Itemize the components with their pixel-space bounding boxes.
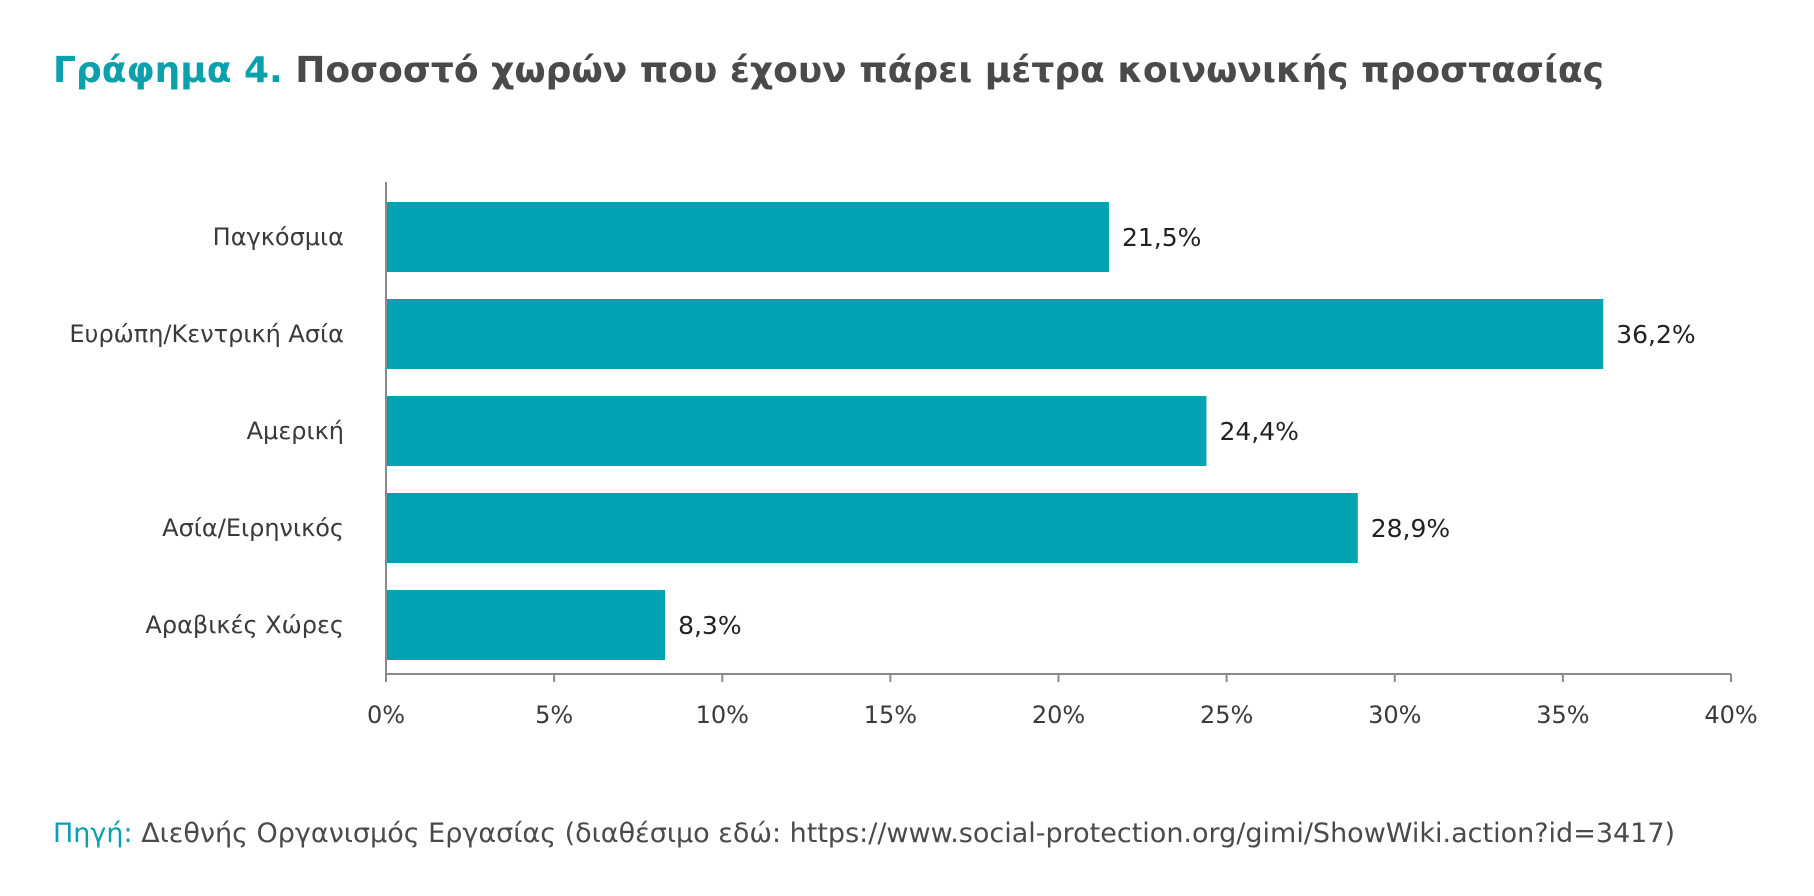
chart-title: Γράφημα 4. Ποσοστό χωρών που έχουν πάρει… xyxy=(53,50,1604,91)
x-tick-label-4: 20% xyxy=(1032,701,1085,729)
x-axis-group: 0% 5% 10% 15% 20% 25% 30% 35% 40% xyxy=(367,182,1758,729)
bar-3 xyxy=(387,493,1358,563)
value-label-2: 24,4% xyxy=(1219,417,1298,446)
chart-title-prefix: Γράφημα 4. xyxy=(53,50,283,91)
category-label-0: Παγκόσμια xyxy=(213,223,344,251)
category-label-2: Αμερική xyxy=(247,417,344,445)
source-text: Διεθνής Οργανισμός Εργασίας (διαθέσιμο ε… xyxy=(141,818,1676,849)
category-labels-group: Παγκόσμια Ευρώπη/Κεντρική Ασία Αμερική Ασία… xyxy=(69,223,344,639)
x-tick-label-8: 40% xyxy=(1704,701,1757,729)
source-note: Πηγή: Διεθνής Οργανισμός Εργασίας (διαθέ… xyxy=(53,818,1675,849)
value-label-1: 36,2% xyxy=(1616,320,1695,349)
bar-0 xyxy=(387,202,1109,272)
bar-2 xyxy=(387,396,1207,466)
bar-chart: Παγκόσμια Ευρώπη/Κεντρική Ασία Αμερική Ασία… xyxy=(69,182,1758,729)
x-tick-label-2: 10% xyxy=(696,701,749,729)
bars-group xyxy=(387,202,1604,660)
source-label: Πηγή: xyxy=(53,818,133,849)
value-label-0: 21,5% xyxy=(1122,223,1201,252)
x-tick-label-7: 35% xyxy=(1536,701,1589,729)
bar-1 xyxy=(387,299,1604,369)
category-label-4: Αραβικές Χώρες xyxy=(145,611,344,639)
value-labels-group: 21,5% 36,2% 24,4% 28,9% 8,3% xyxy=(678,223,1696,640)
bar-4 xyxy=(387,590,666,660)
value-label-3: 28,9% xyxy=(1371,514,1450,543)
x-tick-label-1: 5% xyxy=(535,701,573,729)
chart-title-main: Ποσοστό χωρών που έχουν πάρει μέτρα κοιν… xyxy=(295,50,1604,91)
x-tick-label-0: 0% xyxy=(367,701,405,729)
x-tick-label-5: 25% xyxy=(1200,701,1253,729)
category-label-3: Ασία/Ειρηνικός xyxy=(162,514,344,542)
category-label-1: Ευρώπη/Κεντρική Ασία xyxy=(69,320,344,348)
x-tick-label-3: 15% xyxy=(864,701,917,729)
x-tick-label-6: 30% xyxy=(1368,701,1421,729)
value-label-4: 8,3% xyxy=(678,611,742,640)
